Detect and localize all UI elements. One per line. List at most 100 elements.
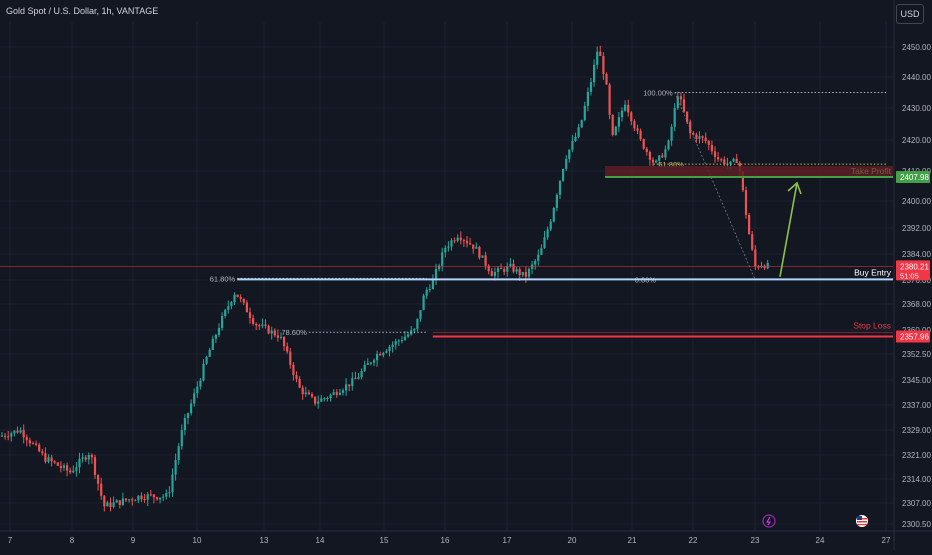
candle-body [59,465,62,468]
candle-body [310,394,314,397]
candle-body [543,237,546,249]
candle-body [605,73,608,85]
candle-body [295,374,298,379]
candle-body [66,465,69,471]
candle-body [106,502,109,507]
x-tick-label: 15 [380,536,389,545]
fib-trend-line [674,92,756,280]
candle-body [211,338,214,350]
y-tick-label: 2376.00 [902,276,931,285]
candle-body [205,356,208,364]
stop-loss-label: Stop Loss [853,321,891,331]
candle-body [695,134,698,139]
candle-body [128,499,131,501]
candle-body [335,392,338,395]
candle-body [512,263,515,272]
candle-body [255,323,258,326]
candle-body [180,430,183,447]
y-tick-label: 2360.00 [902,326,931,335]
candle-body [444,247,447,253]
candle-body [239,297,242,299]
y-tick-label: 2420.00 [902,136,931,145]
y-tick-label: 2430.00 [902,104,931,113]
candle-body [673,108,676,127]
candle-body [682,99,686,112]
candle-body [456,237,459,241]
candle-body [360,370,363,378]
candle-body [72,470,75,473]
candle-body [217,328,221,335]
x-tick-label: 13 [260,536,269,545]
candle-body [121,498,124,505]
candle-body [416,318,419,329]
candle-body [270,330,273,334]
candle-body [493,271,496,277]
candle-body [642,139,645,149]
candle-body [208,349,211,357]
target-arrow-shaft [779,182,798,277]
candle-body [577,127,580,137]
candle-body [236,294,239,298]
candle-body [729,161,732,164]
candle-body [413,328,416,331]
candle-body [199,380,202,387]
candle-body [87,454,90,460]
candle-body [326,397,329,399]
symbol-title: Gold Spot / U.S. Dollar, 1h, VANTAGE [6,6,159,16]
candle-body [230,301,233,307]
candle-body [710,144,713,152]
candle-body [651,159,655,163]
x-tick-label: 16 [441,536,450,545]
candle-body [109,502,112,507]
candle-body [707,140,710,145]
y-tick-label: 2384.00 [902,250,931,259]
us-flag-stripe [857,524,867,526]
candle-body [376,354,379,361]
candle-body [645,148,648,152]
candle-body [283,336,286,347]
candle-body [354,378,357,380]
x-tick-label: 22 [689,536,698,545]
candle-body [475,246,478,249]
candle-body [500,268,503,270]
candle-body [267,325,270,334]
candle-body [527,268,531,277]
candle-body [90,454,93,458]
candle-body [453,240,456,242]
us-flag-stripe [857,521,867,523]
candle-body [422,295,425,311]
candle-body [614,126,617,135]
y-tick-label: 2368.00 [902,300,931,309]
candle-body [16,430,19,433]
candle-body [348,384,351,386]
x-tick-label: 17 [503,536,512,545]
candle-body [524,272,527,277]
candle-body [537,254,540,261]
candle-body [276,335,279,338]
x-tick-label: 23 [751,536,760,545]
candle-body [580,120,583,128]
candle-body [4,435,7,437]
buy-entry-label: Buy Entry [854,267,892,277]
candle-body [562,168,565,181]
candle-body [763,265,766,269]
candle-body [664,149,667,158]
candle-body [78,458,81,468]
currency-button[interactable]: USD [896,4,924,24]
candle-body [552,208,555,222]
candle-body [388,346,391,352]
us-flag-canton [857,516,862,520]
candle-body [425,289,428,296]
candle-body [487,265,490,272]
candle-body [565,158,568,169]
x-tick-label: 10 [193,536,202,545]
x-tick-label: 7 [8,536,13,545]
candle-body [701,136,704,138]
candle-body [434,268,438,280]
candle-body [602,55,605,74]
candle-body [53,461,56,463]
candle-body [19,430,22,433]
candle-body [25,437,28,441]
